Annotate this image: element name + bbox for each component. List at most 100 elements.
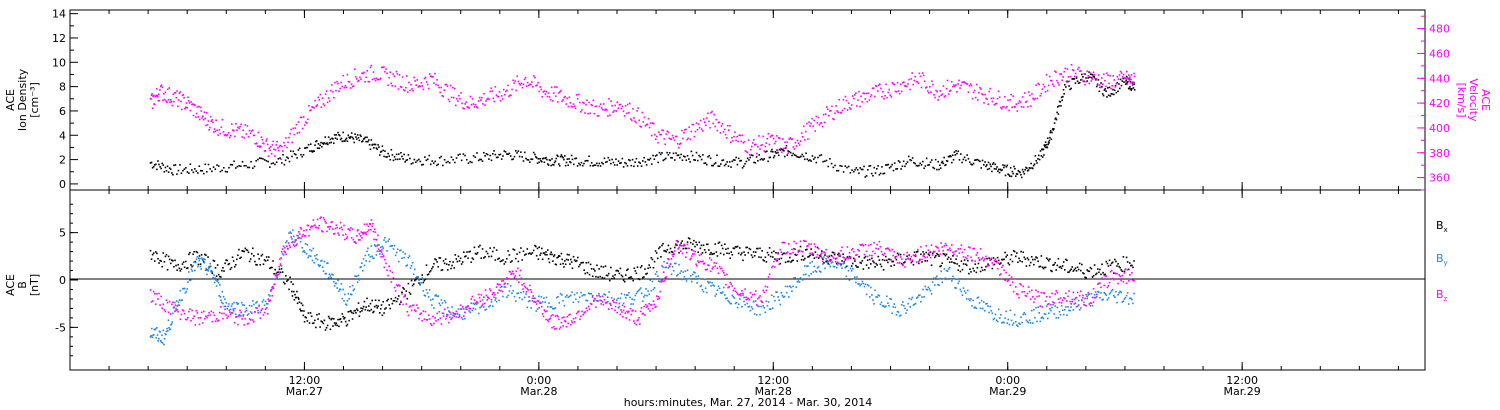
density-point <box>797 156 800 158</box>
bx-point <box>1092 274 1095 277</box>
bx-point <box>260 254 263 257</box>
bz-point <box>1013 278 1016 280</box>
by-point <box>659 280 661 283</box>
velocity-point <box>845 99 848 102</box>
velocity-point <box>202 115 204 118</box>
by-point <box>728 301 730 303</box>
velocity-point <box>450 96 453 99</box>
bz-point <box>957 248 960 250</box>
velocity-point <box>684 129 686 131</box>
density-point <box>861 168 864 171</box>
bz-point <box>171 303 173 306</box>
by-point <box>405 265 408 267</box>
density-point <box>633 165 635 168</box>
density-point <box>535 156 538 159</box>
density-point <box>564 155 566 157</box>
bz-point <box>789 253 791 255</box>
bx-point <box>965 264 968 267</box>
bx-point <box>521 259 523 261</box>
bz-point <box>370 219 373 221</box>
velocity-point <box>304 121 307 124</box>
density-point <box>693 159 695 161</box>
bz-point <box>529 288 532 291</box>
velocity-point <box>840 112 843 114</box>
bx-point <box>843 261 846 263</box>
bx-point <box>374 299 377 302</box>
density-point <box>770 150 772 153</box>
density-point <box>399 158 401 160</box>
velocity-point <box>693 135 696 138</box>
density-point <box>841 165 843 168</box>
bx-point <box>457 255 460 258</box>
by-point <box>590 292 593 295</box>
bx-point <box>1078 262 1081 265</box>
density-point <box>911 157 914 159</box>
by-point <box>913 303 916 306</box>
by-point <box>1085 293 1087 296</box>
velocity-point <box>1075 76 1078 78</box>
bx-point <box>1033 263 1035 266</box>
density-point <box>1085 77 1087 79</box>
velocity-point <box>906 85 908 88</box>
velocity-point <box>807 138 809 140</box>
density-point <box>714 162 717 164</box>
bx-point <box>585 262 588 264</box>
velocity-point <box>567 105 570 108</box>
density-point <box>426 158 429 161</box>
by-point <box>660 278 662 281</box>
velocity-point <box>1125 78 1128 80</box>
bz-point <box>506 283 509 285</box>
by-point <box>1046 317 1049 320</box>
velocity-point <box>492 97 495 100</box>
bz-point <box>220 306 222 308</box>
density-point <box>652 154 654 157</box>
density-point <box>663 158 666 161</box>
bz-point <box>298 231 300 233</box>
bx-point <box>659 246 661 248</box>
bz-point <box>873 241 875 244</box>
by-point <box>711 281 713 284</box>
density-point <box>996 166 998 168</box>
by-point <box>395 251 398 254</box>
velocity-point <box>1013 105 1016 108</box>
velocity-point <box>844 95 847 98</box>
bx-point <box>570 261 573 263</box>
by-point <box>543 297 545 299</box>
velocity-point <box>326 101 329 104</box>
velocity-point <box>360 78 362 81</box>
density-point <box>745 160 748 163</box>
velocity-point <box>838 98 841 101</box>
bz-point <box>662 280 664 283</box>
density-point <box>775 152 778 154</box>
density-point <box>407 154 410 156</box>
by-point <box>413 268 416 271</box>
velocity-point <box>273 155 276 157</box>
density-point <box>590 162 593 164</box>
by-point <box>848 279 851 281</box>
by-point <box>993 317 996 320</box>
bz-point <box>328 228 331 230</box>
by-point <box>190 268 193 271</box>
bx-point <box>387 298 389 301</box>
bz-point <box>874 252 876 255</box>
bx-point <box>1098 271 1100 274</box>
by-point <box>217 281 220 284</box>
bz-point <box>959 248 962 250</box>
bz-point <box>213 314 216 317</box>
by-point <box>855 281 857 284</box>
bz-point <box>750 296 753 298</box>
bz-point <box>569 323 572 326</box>
velocity-point <box>841 109 844 112</box>
bz-point <box>733 287 736 290</box>
bx-point <box>243 250 246 253</box>
bottom-left-tick-label: -5 <box>55 321 66 334</box>
density-point <box>593 164 596 167</box>
velocity-point <box>526 81 529 84</box>
bz-point <box>552 314 554 316</box>
bx-point <box>713 252 716 255</box>
velocity-point <box>891 81 894 84</box>
velocity-point <box>857 99 859 101</box>
velocity-point <box>443 89 446 92</box>
bx-point <box>464 255 466 258</box>
bx-point <box>434 258 436 260</box>
